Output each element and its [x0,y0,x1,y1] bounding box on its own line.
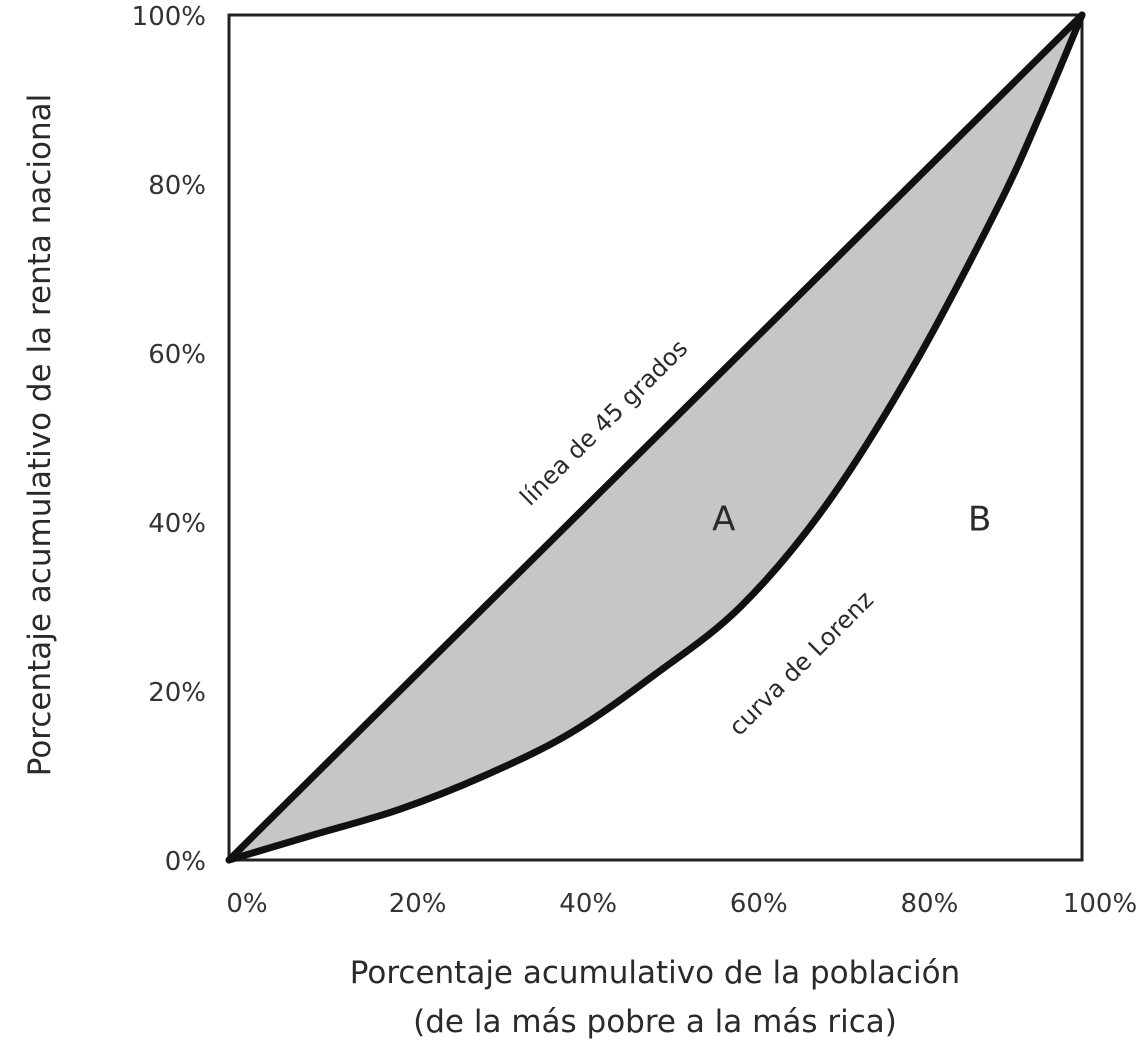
series-line-lorenz-curve [225,11,1086,864]
y-axis-title: Porcentaje acumulativo de la renta nacio… [22,94,58,777]
label-lorenz-curve: curva de Lorenz [723,586,879,742]
y-tick-label: 80% [148,171,206,201]
y-tick-label: 60% [148,340,206,370]
region-label-a: A [712,499,735,539]
x-tick-label: 60% [730,889,788,919]
series-layer [225,11,1086,864]
y-tick-label: 20% [148,678,206,708]
y-tick-label: 100% [132,2,206,32]
y-tick-labels: 0% 20% 40% 60% 80% 100% [132,2,206,877]
x-tick-label: 0% [226,889,267,919]
y-tick-label: 40% [148,509,206,539]
region-label-b: B [968,499,991,539]
x-tick-label: 80% [901,889,959,919]
plot-frame [227,13,1084,862]
y-tick-label: 0% [165,847,206,877]
series-line-45-degree [225,11,1086,864]
x-tick-label: 20% [389,889,447,919]
x-axis-title-line1: Porcentaje acumulativo de la población [350,955,960,991]
x-tick-labels: 0% 20% 40% 60% 80% 100% [226,889,1137,919]
x-axis-title-line2: (de la más pobre a la más rica) [413,1004,897,1040]
x-tick-label: 40% [559,889,617,919]
x-tick-label: 100% [1063,889,1137,919]
